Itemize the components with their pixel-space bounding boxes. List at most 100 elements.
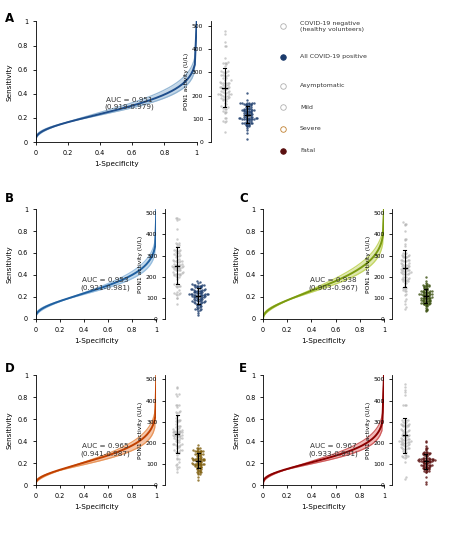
Point — [422, 478, 429, 487]
Point — [423, 287, 431, 296]
Point — [401, 273, 409, 281]
Point — [189, 297, 196, 306]
Point — [252, 114, 260, 122]
Point — [191, 446, 199, 455]
Point — [401, 451, 409, 460]
Point — [201, 459, 208, 468]
Point — [423, 455, 431, 464]
Point — [401, 234, 409, 243]
Point — [422, 457, 429, 466]
Point — [250, 106, 258, 114]
Point — [196, 294, 203, 303]
Point — [173, 216, 181, 225]
Point — [219, 81, 227, 90]
Point — [423, 300, 431, 309]
Point — [221, 114, 228, 122]
Point — [247, 100, 255, 108]
Point — [244, 129, 251, 137]
Point — [197, 305, 205, 314]
Point — [423, 281, 431, 290]
Point — [190, 295, 198, 303]
Point — [398, 259, 406, 268]
Point — [199, 287, 206, 296]
Point — [419, 464, 426, 472]
Point — [194, 289, 202, 298]
Point — [422, 289, 429, 298]
Point — [397, 425, 404, 434]
Point — [244, 109, 251, 118]
Point — [245, 105, 253, 113]
Point — [171, 289, 178, 297]
Point — [175, 421, 182, 430]
Point — [194, 287, 202, 295]
Point — [420, 463, 428, 471]
Point — [402, 289, 410, 298]
Point — [172, 417, 180, 426]
Point — [405, 434, 413, 443]
Point — [194, 299, 202, 308]
Point — [400, 263, 407, 272]
Point — [244, 100, 251, 109]
Point — [173, 240, 181, 248]
Point — [221, 128, 228, 137]
Point — [194, 284, 202, 293]
Point — [173, 266, 181, 275]
Point — [198, 447, 205, 456]
Point — [194, 456, 202, 464]
Point — [423, 464, 431, 473]
Point — [172, 250, 180, 259]
Point — [248, 106, 256, 114]
Point — [172, 281, 180, 290]
Point — [224, 94, 231, 102]
Point — [401, 220, 409, 229]
Point — [173, 460, 181, 468]
Point — [245, 99, 253, 107]
Point — [194, 294, 202, 303]
Point — [422, 456, 429, 464]
Point — [222, 81, 230, 90]
Point — [423, 454, 431, 463]
Point — [194, 281, 202, 290]
Point — [173, 403, 181, 412]
Point — [244, 135, 251, 143]
Point — [423, 457, 431, 466]
Point — [400, 267, 407, 276]
Point — [194, 309, 202, 318]
Point — [422, 437, 429, 445]
Point — [171, 446, 178, 455]
Point — [199, 286, 206, 294]
Point — [176, 266, 184, 274]
Point — [196, 459, 203, 468]
Point — [221, 30, 228, 39]
Point — [404, 432, 411, 441]
Point — [173, 247, 181, 255]
Point — [401, 299, 409, 308]
Point — [425, 300, 433, 309]
Point — [171, 279, 178, 288]
Point — [245, 100, 253, 108]
Point — [405, 251, 413, 259]
Point — [173, 418, 181, 427]
Point — [173, 448, 181, 456]
Point — [189, 280, 196, 288]
Point — [242, 118, 249, 126]
Point — [245, 115, 253, 124]
Point — [420, 461, 428, 470]
Point — [400, 420, 407, 429]
Point — [172, 270, 180, 278]
Point — [401, 241, 409, 250]
Point — [400, 217, 407, 226]
Point — [400, 400, 407, 409]
Point — [193, 294, 201, 303]
Point — [423, 305, 431, 314]
Point — [238, 106, 246, 114]
Point — [175, 246, 182, 255]
Point — [191, 295, 199, 304]
Point — [404, 276, 411, 285]
Point — [221, 117, 228, 126]
Point — [224, 80, 231, 89]
Point — [194, 475, 202, 484]
Point — [247, 107, 255, 116]
Point — [194, 444, 202, 453]
Point — [420, 297, 428, 306]
